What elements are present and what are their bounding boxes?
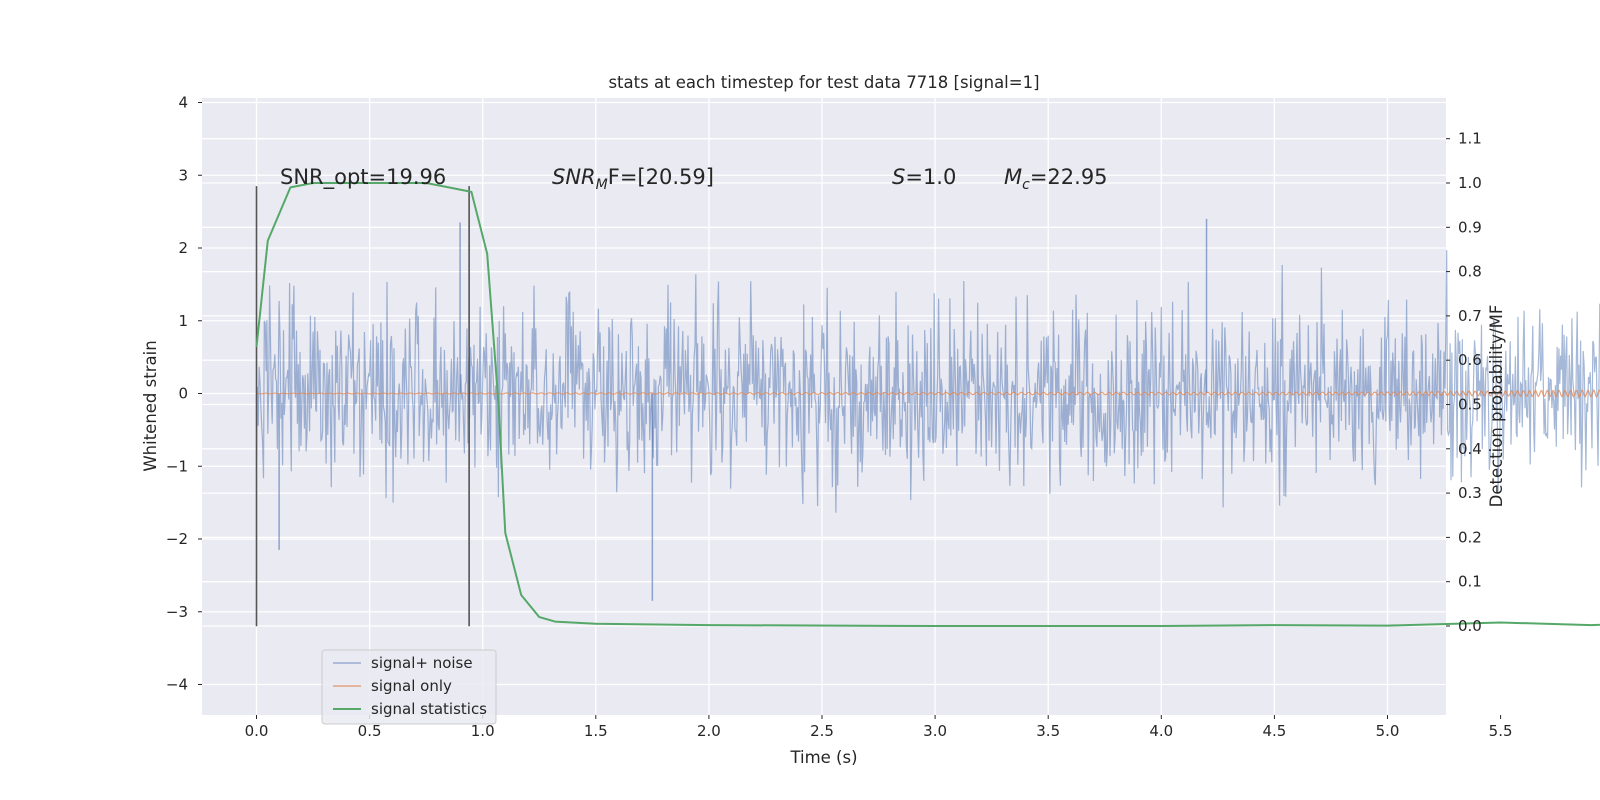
y2-tick-label-6: 0.5 bbox=[1458, 396, 1482, 414]
noise-line bbox=[255, 250, 1600, 513]
annotation-s-val: =1.0 bbox=[905, 165, 956, 189]
annotation-mc: Mc=22.95 bbox=[1004, 165, 1108, 193]
annotation-snr-mf: SNRMF=[20.59] bbox=[552, 165, 714, 193]
y2-tick-label-9: 0.2 bbox=[1458, 528, 1482, 546]
annotation-snr-opt: SNR_opt=19.96 bbox=[280, 165, 446, 190]
x-tick-label-3: 1.5 bbox=[584, 722, 608, 740]
y-tick-label-0: 4 bbox=[178, 94, 188, 112]
x-axis-label: Time (s) bbox=[789, 748, 857, 767]
statistics-line bbox=[255, 182, 1600, 627]
x-tick-label-2: 1.0 bbox=[471, 722, 495, 740]
series-signal-statistics bbox=[255, 182, 1600, 627]
y-tick-label-6: −2 bbox=[166, 530, 188, 548]
y2-axis-label: Detection probability/MF bbox=[1487, 305, 1506, 508]
annotation-s-var: S bbox=[892, 165, 905, 189]
annotation-mc-sub: c bbox=[1022, 177, 1030, 193]
x-tick-label-4: 2.0 bbox=[697, 722, 721, 740]
x-tick-label-7: 3.5 bbox=[1036, 722, 1060, 740]
y-tick-label-5: −1 bbox=[166, 457, 188, 475]
x-tick-label-1: 0.5 bbox=[358, 722, 382, 740]
vertical-markers bbox=[255, 186, 470, 627]
y2-tick-label-8: 0.3 bbox=[1458, 484, 1482, 502]
y2-tick-label-10: 0.1 bbox=[1458, 573, 1482, 591]
y-tick-label-1: 3 bbox=[178, 166, 188, 184]
series-signal-noise bbox=[255, 218, 1600, 601]
x-tick-label-8: 4.0 bbox=[1149, 722, 1173, 740]
annotation-snr-mf-base: SNR bbox=[552, 165, 596, 189]
legend-label-signal-noise: signal+ noise bbox=[371, 654, 473, 672]
legend: signal+ noise signal only signal statist… bbox=[321, 649, 497, 725]
y2-tick-label-0: 1.1 bbox=[1458, 130, 1482, 148]
signal-only-line bbox=[256, 389, 1600, 398]
legend-label-signal-statistics: signal statistics bbox=[371, 700, 487, 718]
annotation-s: S=1.0 bbox=[892, 165, 956, 189]
y2-tick-label-1: 1.0 bbox=[1458, 174, 1482, 192]
y-tick-label-7: −3 bbox=[166, 603, 188, 621]
y2-tick-label-11: 0.0 bbox=[1458, 617, 1482, 635]
ticks: 0.00.51.01.52.02.53.03.54.04.55.05.56.06… bbox=[166, 94, 1513, 741]
y-axis-label: Whitened strain bbox=[141, 340, 160, 471]
y2-tick-label-2: 0.9 bbox=[1458, 218, 1482, 236]
y-tick-label-3: 1 bbox=[178, 312, 188, 330]
x-tick-label-0: 0.0 bbox=[245, 722, 269, 740]
annotation-snr-mf-tail: F=[20.59] bbox=[608, 165, 714, 189]
chart-title: stats at each timestep for test data 771… bbox=[608, 73, 1039, 92]
annotation-mc-base: M bbox=[1004, 165, 1022, 189]
series-signal-only bbox=[256, 389, 1600, 398]
legend-box bbox=[321, 649, 497, 725]
y2-tick-label-3: 0.8 bbox=[1458, 263, 1482, 281]
grid bbox=[202, 98, 1502, 715]
annotation-snr-mf-sub: M bbox=[596, 177, 608, 193]
annotation-mc-val: =22.95 bbox=[1030, 165, 1108, 189]
y2-tick-label-7: 0.4 bbox=[1458, 440, 1482, 458]
x-tick-label-10: 5.0 bbox=[1376, 722, 1400, 740]
legend-label-signal-only: signal only bbox=[371, 677, 452, 695]
x-tick-label-9: 4.5 bbox=[1262, 722, 1286, 740]
x-tick-label-5: 2.5 bbox=[810, 722, 834, 740]
y-tick-label-8: −4 bbox=[166, 676, 188, 694]
x-tick-label-6: 3.0 bbox=[923, 722, 947, 740]
y2-tick-label-5: 0.6 bbox=[1458, 351, 1482, 369]
y-tick-label-4: 0 bbox=[178, 385, 188, 403]
y-tick-label-2: 2 bbox=[178, 239, 188, 257]
x-tick-label-11: 5.5 bbox=[1489, 722, 1513, 740]
y2-tick-label-4: 0.7 bbox=[1458, 307, 1482, 325]
